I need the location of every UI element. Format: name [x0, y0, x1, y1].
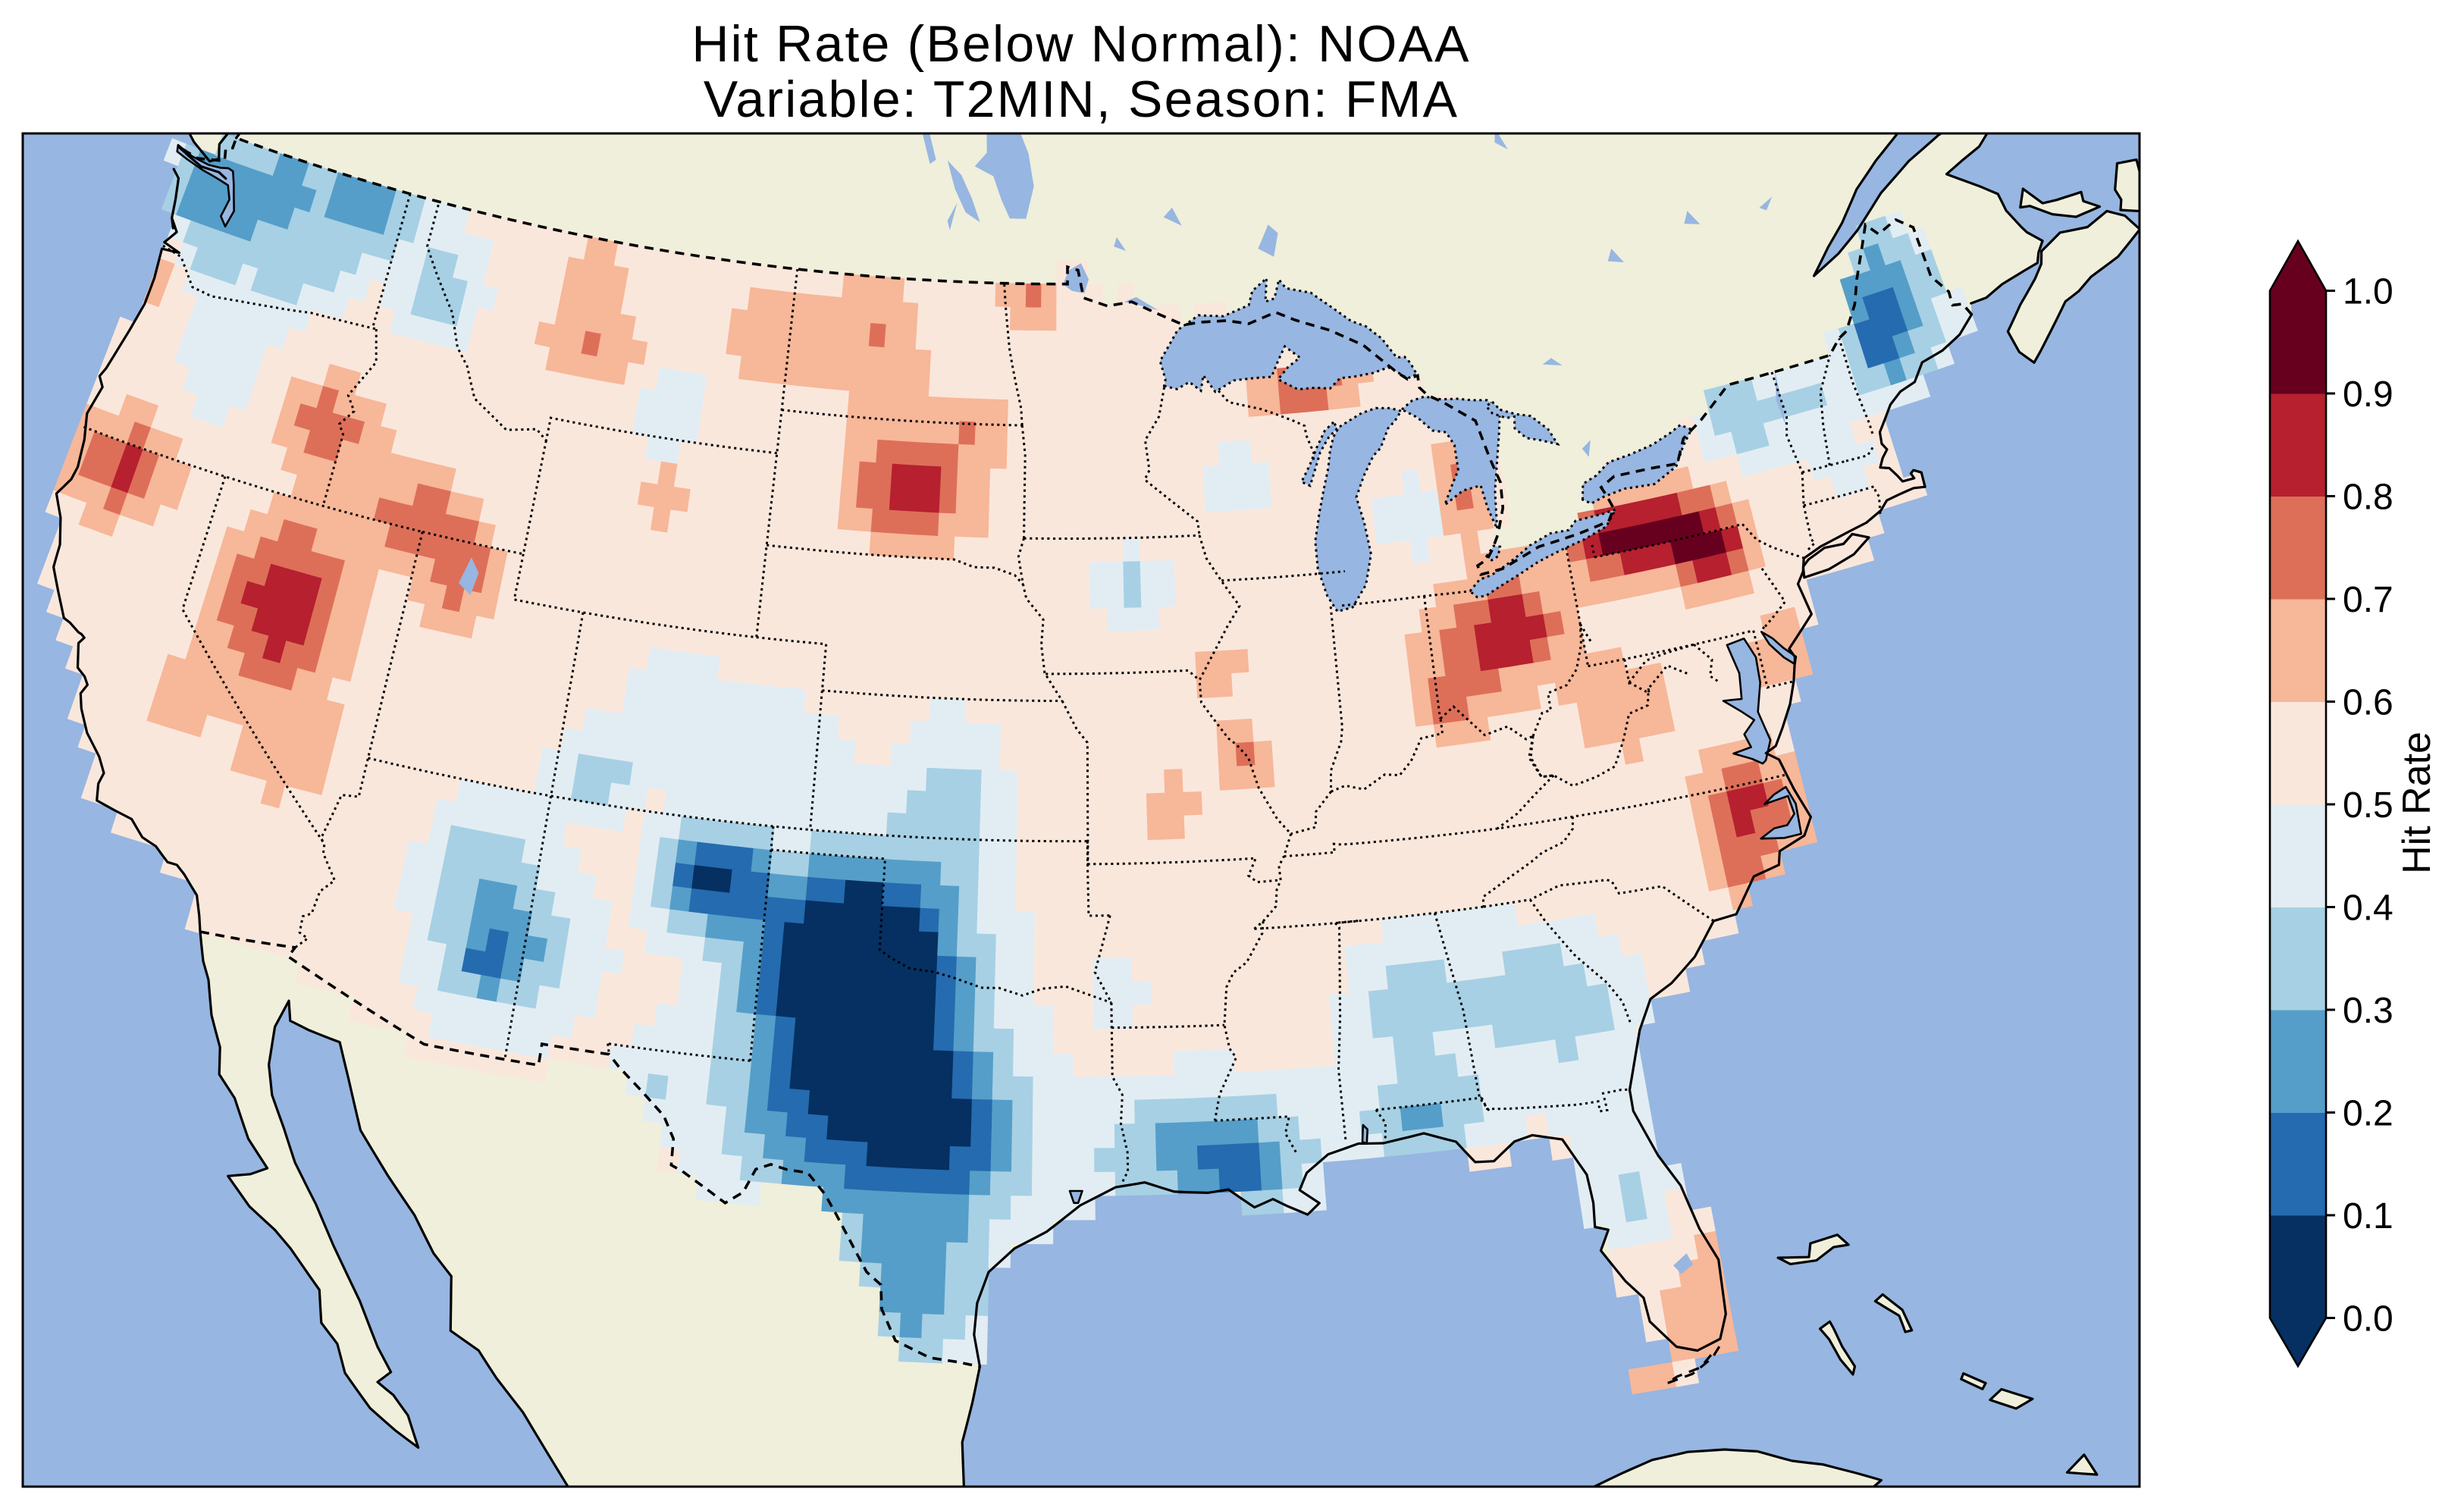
- svg-text:1.0: 1.0: [2343, 272, 2393, 312]
- svg-text:Hit Rate (Below Normal): NOAA: Hit Rate (Below Normal): NOAA: [691, 15, 1470, 73]
- svg-text:Variable: T2MIN, Season: FMA: Variable: T2MIN, Season: FMA: [704, 71, 1459, 128]
- svg-text:0.1: 0.1: [2343, 1196, 2393, 1236]
- svg-text:0.5: 0.5: [2343, 785, 2393, 826]
- svg-text:0.3: 0.3: [2343, 991, 2393, 1031]
- svg-text:0.8: 0.8: [2343, 478, 2393, 518]
- svg-text:0.6: 0.6: [2343, 683, 2393, 723]
- svg-text:0.7: 0.7: [2343, 580, 2393, 620]
- svg-text:0.0: 0.0: [2343, 1299, 2393, 1340]
- svg-text:Hit Rate: Hit Rate: [2395, 732, 2439, 874]
- svg-text:0.2: 0.2: [2343, 1094, 2393, 1134]
- svg-text:0.9: 0.9: [2343, 374, 2393, 415]
- svg-text:0.4: 0.4: [2343, 888, 2393, 929]
